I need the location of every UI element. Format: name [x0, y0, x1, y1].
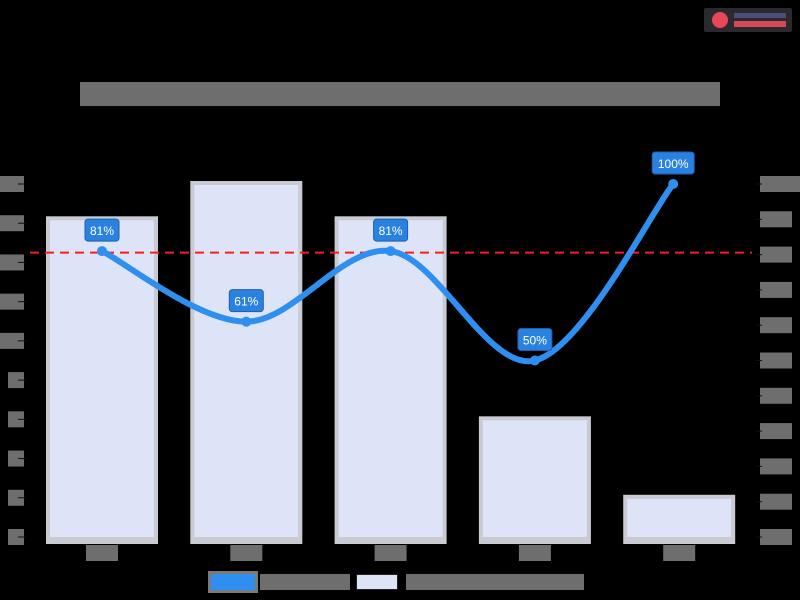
right-axis-tick-label — [760, 352, 792, 369]
bar[interactable] — [338, 220, 443, 538]
data-label: 81% — [84, 218, 120, 242]
right-axis-tick-label — [760, 246, 792, 263]
left-axis-tick-label — [8, 411, 24, 428]
line-point[interactable] — [529, 355, 540, 366]
logo-wordmark-bottom — [734, 21, 786, 27]
svg-text:61%: 61% — [234, 295, 258, 309]
left-axis-tick-label — [0, 293, 24, 310]
legend-label-bar[interactable] — [406, 574, 584, 590]
right-axis-tick-label — [760, 387, 792, 404]
x-axis-labels — [86, 545, 696, 561]
left-axis-tick-label — [8, 450, 24, 467]
line-point[interactable] — [241, 316, 252, 327]
x-axis-tick-label — [518, 545, 551, 561]
chart-title-redacted — [80, 82, 720, 106]
left-y-axis — [0, 176, 26, 545]
legend — [208, 569, 584, 595]
left-axis-tick-label — [0, 176, 24, 192]
right-axis-tick-label — [760, 458, 792, 475]
legend-swatch-line[interactable] — [208, 571, 258, 593]
left-axis-tick-label — [0, 332, 24, 349]
left-axis-tick-label — [8, 489, 24, 506]
x-axis-tick-label — [663, 545, 696, 561]
legend-label-line[interactable] — [260, 574, 350, 590]
legend-swatch-bar[interactable] — [356, 574, 398, 590]
right-axis-tick-label — [760, 176, 800, 192]
bar[interactable] — [194, 185, 299, 537]
left-axis-tick-label — [0, 215, 24, 232]
data-label: 100% — [651, 151, 695, 175]
line-point[interactable] — [385, 246, 396, 257]
right-axis-tick-label — [760, 423, 792, 440]
left-axis-tick-label — [0, 254, 24, 271]
line-point[interactable] — [668, 179, 679, 189]
percent-line-series — [97, 179, 679, 366]
right-axis-tick-label — [760, 211, 792, 228]
data-label: 61% — [228, 289, 264, 313]
logo-wordmark-top — [734, 13, 786, 18]
x-axis-tick-label — [230, 545, 263, 561]
svg-text:50%: 50% — [523, 334, 547, 348]
right-axis-tick-label — [760, 493, 792, 510]
logo-badge — [704, 8, 792, 32]
bar[interactable] — [627, 498, 732, 537]
svg-text:100%: 100% — [658, 157, 689, 171]
x-axis-tick-label — [374, 545, 407, 561]
x-axis-tick-label — [86, 545, 118, 561]
line-point[interactable] — [97, 246, 107, 257]
right-y-axis — [756, 176, 800, 545]
data-label: 50% — [517, 328, 553, 351]
data-label: 81% — [373, 218, 409, 242]
right-axis-tick-label — [760, 317, 792, 334]
left-axis-tick-label — [8, 529, 24, 545]
left-axis-tick-label — [8, 372, 24, 389]
logo-icon — [712, 12, 728, 28]
right-axis-tick-label — [760, 281, 792, 298]
bar[interactable] — [50, 220, 154, 538]
bar[interactable] — [482, 420, 587, 537]
right-axis-tick-label — [760, 529, 792, 545]
svg-text:81%: 81% — [379, 224, 403, 238]
svg-text:81%: 81% — [90, 224, 114, 238]
data-labels: 81% 61% 81% 50% 100% — [84, 151, 695, 351]
